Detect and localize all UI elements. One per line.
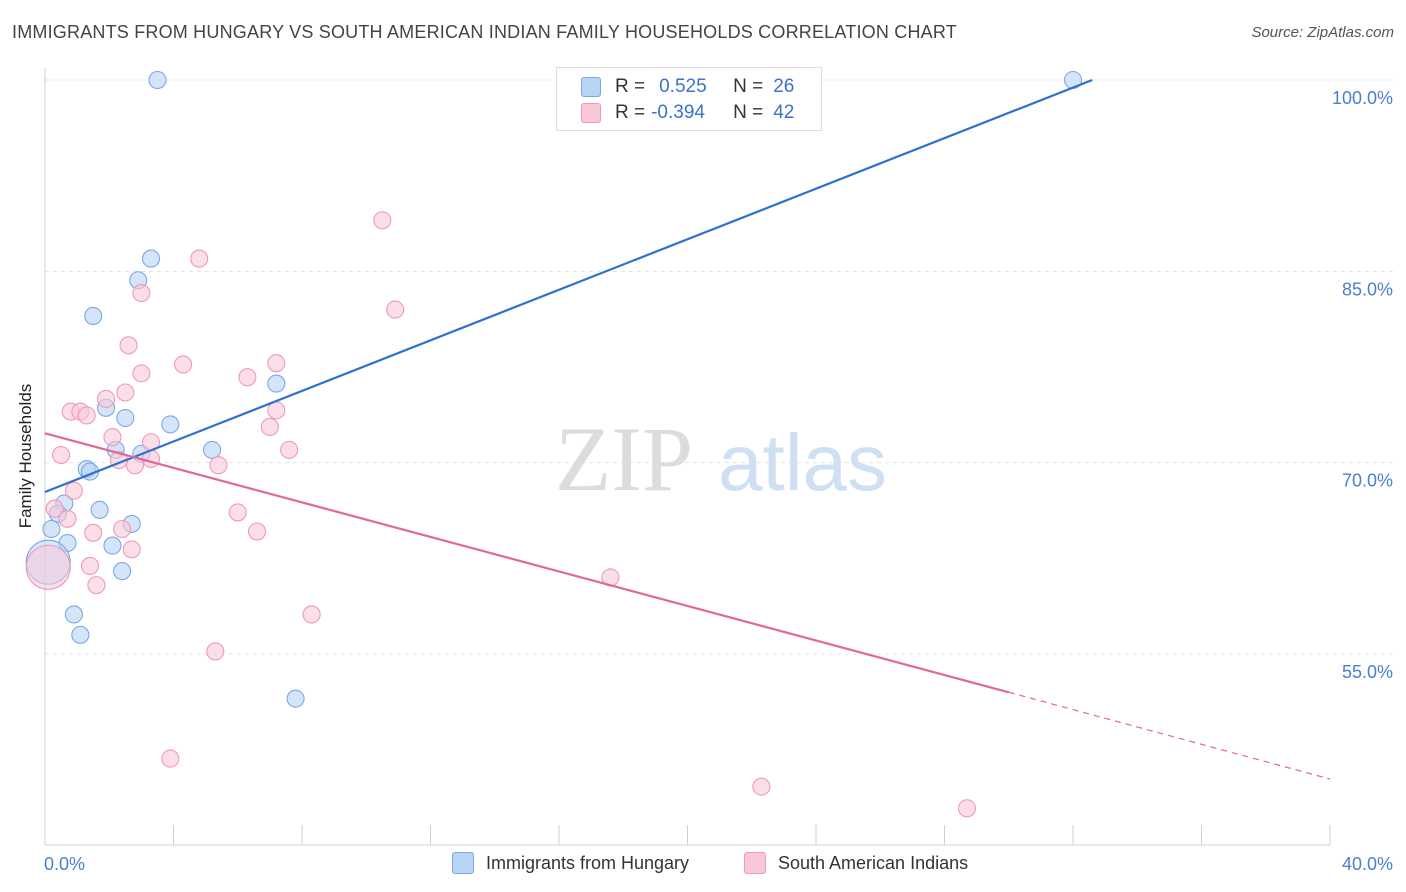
point-south-american [25, 544, 71, 590]
x-tick-label-max: 40.0% [1342, 854, 1393, 874]
legend-r-value: -0.394 [651, 102, 705, 123]
trend-line-south-american [44, 432, 1010, 694]
y-tick-label: 100.0% [1332, 88, 1393, 108]
source-label: Source: ZipAtlas.com [1251, 24, 1394, 41]
point-south-american [238, 368, 257, 387]
y-axis-label: Family Households [16, 383, 35, 529]
legend-n-label: N = [733, 102, 764, 123]
point-south-american [373, 211, 392, 230]
point-south-american [116, 383, 135, 402]
point-south-american [386, 300, 405, 319]
point-south-american [302, 605, 321, 624]
point-south-american [752, 777, 771, 796]
legend-n-value: 26 [773, 76, 795, 97]
trend-lines [44, 78, 1331, 780]
legend-swatch-hungary [581, 77, 601, 97]
point-south-american [132, 364, 151, 383]
point-hungary [64, 605, 83, 624]
point-south-american [206, 642, 225, 661]
legend-r-label: R = [615, 76, 646, 97]
point-hungary [42, 519, 61, 539]
legend-row-south-american: R = -0.394 N = 42 [581, 100, 794, 126]
data-points [25, 70, 1083, 818]
point-south-american [52, 445, 71, 465]
point-south-american [113, 519, 132, 539]
point-hungary [90, 500, 109, 519]
point-south-american [122, 540, 141, 559]
bottom-legend-hungary: Immigrants from Hungary [452, 852, 689, 874]
watermark: ZIP atlas [555, 408, 887, 510]
point-hungary [148, 70, 167, 90]
point-hungary [113, 562, 132, 581]
bottom-legend-swatch-south-american [744, 852, 766, 874]
trend-line-hungary [44, 78, 1093, 494]
point-south-american [119, 336, 138, 355]
point-hungary [286, 689, 305, 708]
point-south-american [228, 503, 247, 522]
chart-title: IMMIGRANTS FROM HUNGARY VS SOUTH AMERICA… [12, 22, 957, 42]
point-south-american [84, 523, 103, 542]
point-south-american [103, 428, 122, 447]
point-south-american [247, 522, 267, 541]
grid [45, 79, 1395, 655]
axes [44, 68, 1331, 846]
point-south-american [209, 456, 228, 475]
point-hungary [71, 625, 90, 644]
x-tick-label-min: 0.0% [44, 854, 85, 874]
point-south-american [58, 509, 77, 528]
point-hungary [141, 249, 161, 268]
y-tick-label: 70.0% [1342, 471, 1393, 491]
trend-line-south-american-extension [1008, 691, 1331, 780]
point-south-american [161, 749, 180, 768]
legend-n-value: 42 [773, 102, 795, 123]
point-south-american [96, 389, 116, 408]
correlation-legend: R = 0.525 N = 26 R = -0.394 N = 42 [556, 67, 822, 131]
legend-r-label: R = [615, 102, 646, 123]
tick-labels: 100.0% 85.0% 70.0% 55.0% 0.0% 40.0% [44, 88, 1393, 874]
point-south-american [260, 417, 279, 437]
point-south-american [87, 576, 106, 595]
point-hungary [203, 440, 222, 459]
point-hungary [161, 415, 180, 434]
point-south-american [174, 355, 193, 374]
y-tick-label: 85.0% [1342, 279, 1393, 299]
bottom-legend-label-south-american: South American Indians [778, 852, 969, 873]
legend-row-hungary: R = 0.525 N = 26 [581, 74, 794, 100]
y-tick-label: 55.0% [1342, 662, 1393, 682]
bottom-legend-label-hungary: Immigrants from Hungary [486, 852, 690, 873]
point-south-american [80, 556, 100, 576]
legend-swatch-south-american [581, 103, 601, 123]
point-hungary [267, 374, 286, 393]
point-south-american [267, 354, 286, 373]
point-south-american [957, 799, 977, 818]
point-hungary [116, 408, 135, 428]
point-south-american [132, 283, 151, 303]
legend-n-label: N = [733, 76, 764, 97]
point-south-american [64, 481, 83, 500]
point-hungary [103, 536, 122, 555]
point-south-american [280, 440, 299, 459]
point-south-american [45, 499, 64, 518]
watermark-zip: ZIP [555, 408, 693, 510]
watermark-atlas: atlas [718, 418, 887, 507]
point-hungary [84, 306, 103, 326]
point-south-american [190, 249, 209, 268]
bottom-legend-swatch-hungary [452, 852, 474, 874]
legend-r-value: 0.525 [659, 76, 707, 97]
point-south-american [77, 406, 96, 425]
bottom-legend-south-american: South American Indians [744, 852, 968, 874]
